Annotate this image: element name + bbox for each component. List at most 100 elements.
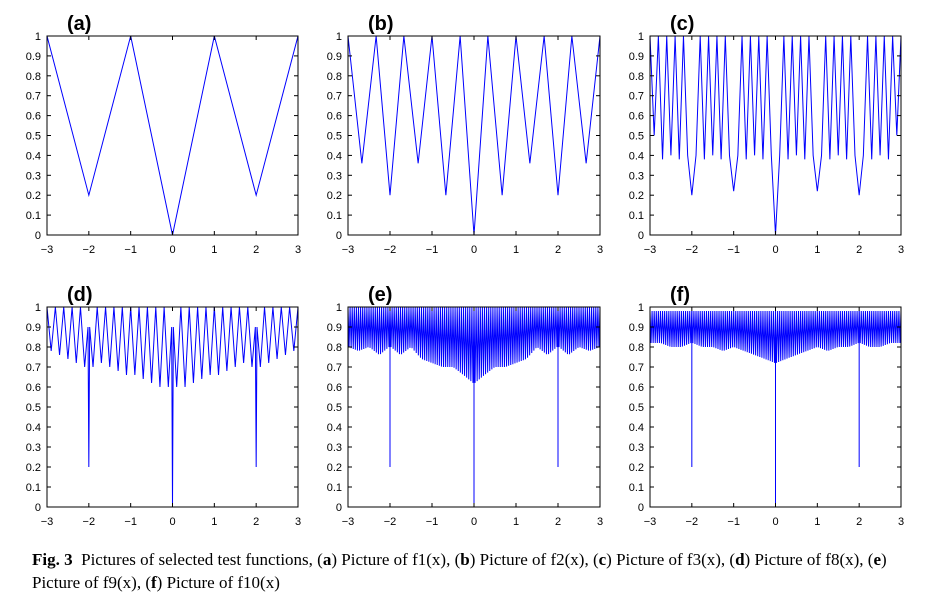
y-tick-label: 0.5 (26, 131, 41, 143)
x-tick-label: 3 (898, 516, 904, 528)
y-tick-label: 0.6 (26, 111, 41, 123)
x-tick-label: −2 (384, 516, 397, 528)
y-tick-label: 0.2 (26, 190, 41, 202)
chart-panel-f8: 0 0.1 0.2 0.3 0.4 0.5 0.6 0.7 0.8 0.9 1 −3 −2 −1 0 1 2 3 (… (26, 284, 301, 528)
x-tick-label: 3 (597, 516, 603, 528)
x-tick-label: −2 (384, 244, 397, 256)
x-tick-label: 3 (295, 516, 301, 528)
y-tick-label: 0.9 (26, 51, 41, 63)
caption-item-letter: a (322, 550, 332, 569)
y-tick-label: 0.7 (629, 91, 644, 103)
x-tick-label: −1 (124, 516, 137, 528)
y-tick-label: 0 (638, 502, 644, 514)
y-tick-label: 0.3 (26, 442, 41, 454)
plots-canvas: 0 0.1 0.2 0.3 0.4 0.5 0.6 0.7 0.8 0.9 1 −3 −2 −1 0 1 2 3 (… (26, 13, 904, 528)
y-tick-label: 0.3 (327, 170, 342, 182)
x-tick-label: 1 (513, 244, 519, 256)
x-tick-label: 1 (211, 244, 217, 256)
y-tick-label: 0.9 (629, 322, 644, 334)
caption-item: (f) Picture of f10(x) (141, 573, 280, 592)
y-tick-label: 0 (336, 230, 342, 242)
y-tick-label: 0.7 (26, 91, 41, 103)
panel-label: (a) (67, 13, 91, 35)
y-tick-label: 0.7 (26, 362, 41, 374)
x-tick-label: −1 (727, 516, 740, 528)
y-tick-label: 0.5 (327, 402, 342, 414)
y-tick-label: 0.7 (327, 91, 342, 103)
y-tick-label: 0.9 (629, 51, 644, 63)
x-tick-label: −3 (644, 244, 657, 256)
y-tick-label: 0.1 (327, 210, 342, 222)
x-tick-label: −1 (426, 244, 439, 256)
x-tick-label: −2 (83, 244, 96, 256)
caption-item: (c) Picture of f3(x), (588, 550, 726, 569)
y-tick-label: 0.2 (327, 462, 342, 474)
x-tick-label: −1 (124, 244, 137, 256)
series-group (650, 310, 901, 507)
x-tick-label: 1 (513, 516, 519, 528)
caption-item: (a) Picture of f1(x), (317, 550, 451, 569)
x-tick-label: −2 (83, 516, 96, 528)
y-tick-label: 0.9 (26, 322, 41, 334)
y-tick-label: 0.6 (629, 111, 644, 123)
series-line-f8 (47, 306, 298, 508)
x-tick-label: −3 (342, 244, 355, 256)
series-line-f1 (47, 35, 298, 236)
caption-item-text: Picture of f10(x) (166, 573, 280, 592)
x-tick-label: −2 (686, 244, 699, 256)
caption-item-text: Picture of f1(x) (341, 550, 447, 569)
y-tick-label: 1 (638, 31, 644, 43)
y-tick-label: 0.8 (327, 342, 342, 354)
caption-item-text: Picture of f3(x) (616, 550, 721, 569)
caption-item-letter: b (460, 550, 470, 569)
y-tick-label: 0.5 (629, 131, 644, 143)
y-tick-label: 1 (638, 302, 644, 314)
chart-panel-f9: 0 0.1 0.2 0.3 0.4 0.5 0.6 0.7 0.8 0.9 1 −3 −2 −1 0 1 2 3 (… (327, 284, 603, 528)
plot-frame (649, 35, 902, 236)
y-tick-label: 0.3 (26, 170, 41, 182)
x-tick-label: 1 (814, 244, 820, 256)
x-tick-label: 1 (814, 516, 820, 528)
series-group (650, 35, 901, 236)
caption-intro: Pictures of selected test functions, (81, 550, 313, 569)
x-tick-label: 3 (295, 244, 301, 256)
y-tick-label: 0.9 (327, 322, 342, 334)
x-tick-label: 2 (555, 516, 561, 528)
x-tick-label: 1 (211, 516, 217, 528)
x-tick-label: −1 (727, 244, 740, 256)
chart-panel-f2: 0 0.1 0.2 0.3 0.4 0.5 0.6 0.7 0.8 0.9 1 −3 −2 −1 0 1 2 3 (… (327, 13, 603, 256)
caption-item: (d) Picture of f8(x), (725, 550, 864, 569)
y-tick-label: 0.8 (629, 342, 644, 354)
y-tick-label: 0.2 (327, 190, 342, 202)
y-tick-label: 0.8 (26, 342, 41, 354)
panel-label: (f) (670, 284, 690, 306)
x-tick-label: −2 (686, 516, 699, 528)
x-tick-label: 0 (772, 516, 778, 528)
y-tick-label: 0.5 (327, 131, 342, 143)
x-tick-label: −3 (342, 516, 355, 528)
caption-item-text: Picture of f8(x) (754, 550, 860, 569)
caption-item-letter: d (735, 550, 745, 569)
panel-label: (d) (67, 284, 93, 306)
y-tick-label: 0.8 (26, 71, 41, 83)
y-tick-label: 0.1 (629, 210, 644, 222)
x-tick-label: 2 (856, 244, 862, 256)
y-tick-label: 0 (638, 230, 644, 242)
y-tick-label: 0.7 (629, 362, 644, 374)
x-tick-label: 2 (253, 244, 259, 256)
x-tick-label: 2 (253, 516, 259, 528)
panel-label: (c) (670, 13, 694, 35)
y-tick-label: 1 (35, 31, 41, 43)
caption-item: (e) Picture of f9(x), (32, 550, 887, 592)
caption-item-letter: e (873, 550, 881, 569)
x-tick-label: −3 (41, 244, 54, 256)
x-tick-label: 2 (856, 516, 862, 528)
x-tick-label: 3 (898, 244, 904, 256)
y-tick-label: 0 (35, 230, 41, 242)
y-tick-label: 0.4 (327, 422, 342, 434)
y-tick-label: 1 (35, 302, 41, 314)
y-tick-label: 0.3 (629, 442, 644, 454)
series-group (47, 35, 298, 236)
chart-panel-f1: 0 0.1 0.2 0.3 0.4 0.5 0.6 0.7 0.8 0.9 1 −3 −2 −1 0 1 2 3 (… (26, 13, 301, 256)
